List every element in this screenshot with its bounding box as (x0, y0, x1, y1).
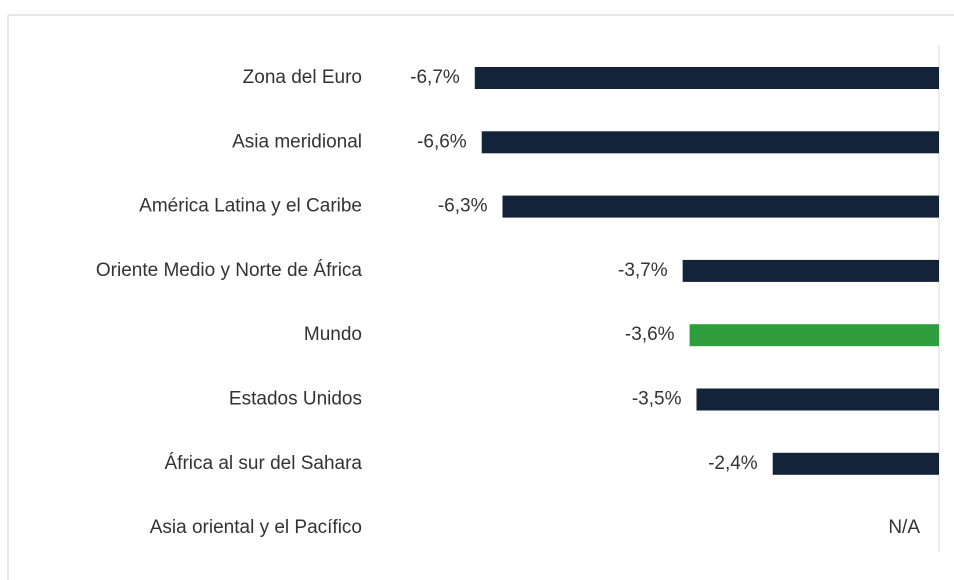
value-label: -6,6% (417, 131, 467, 152)
category-label: África al sur del Sahara (165, 453, 363, 474)
category-label: Asia meridional (232, 131, 362, 152)
category-label: Oriente Medio y Norte de África (96, 260, 363, 281)
category-label: América Latina y el Caribe (139, 196, 362, 217)
value-label: -6,3% (438, 196, 488, 217)
bar (696, 388, 939, 411)
bar (682, 259, 939, 282)
value-label: -6,7% (410, 67, 460, 88)
value-label: -3,5% (632, 389, 682, 410)
bar (502, 195, 939, 218)
bar (474, 67, 939, 89)
value-label: -3,7% (618, 260, 668, 281)
bar (481, 131, 939, 154)
bar (772, 452, 939, 475)
value-label: N/A (888, 517, 920, 538)
category-label: Zona del Euro (243, 67, 362, 88)
category-label: Estados Unidos (229, 389, 362, 410)
bar (689, 324, 939, 347)
value-label: -3,6% (625, 324, 675, 345)
value-label: -2,4% (708, 453, 758, 474)
category-label: Asia oriental y el Pacífico (150, 517, 362, 538)
category-label: Mundo (304, 324, 362, 345)
